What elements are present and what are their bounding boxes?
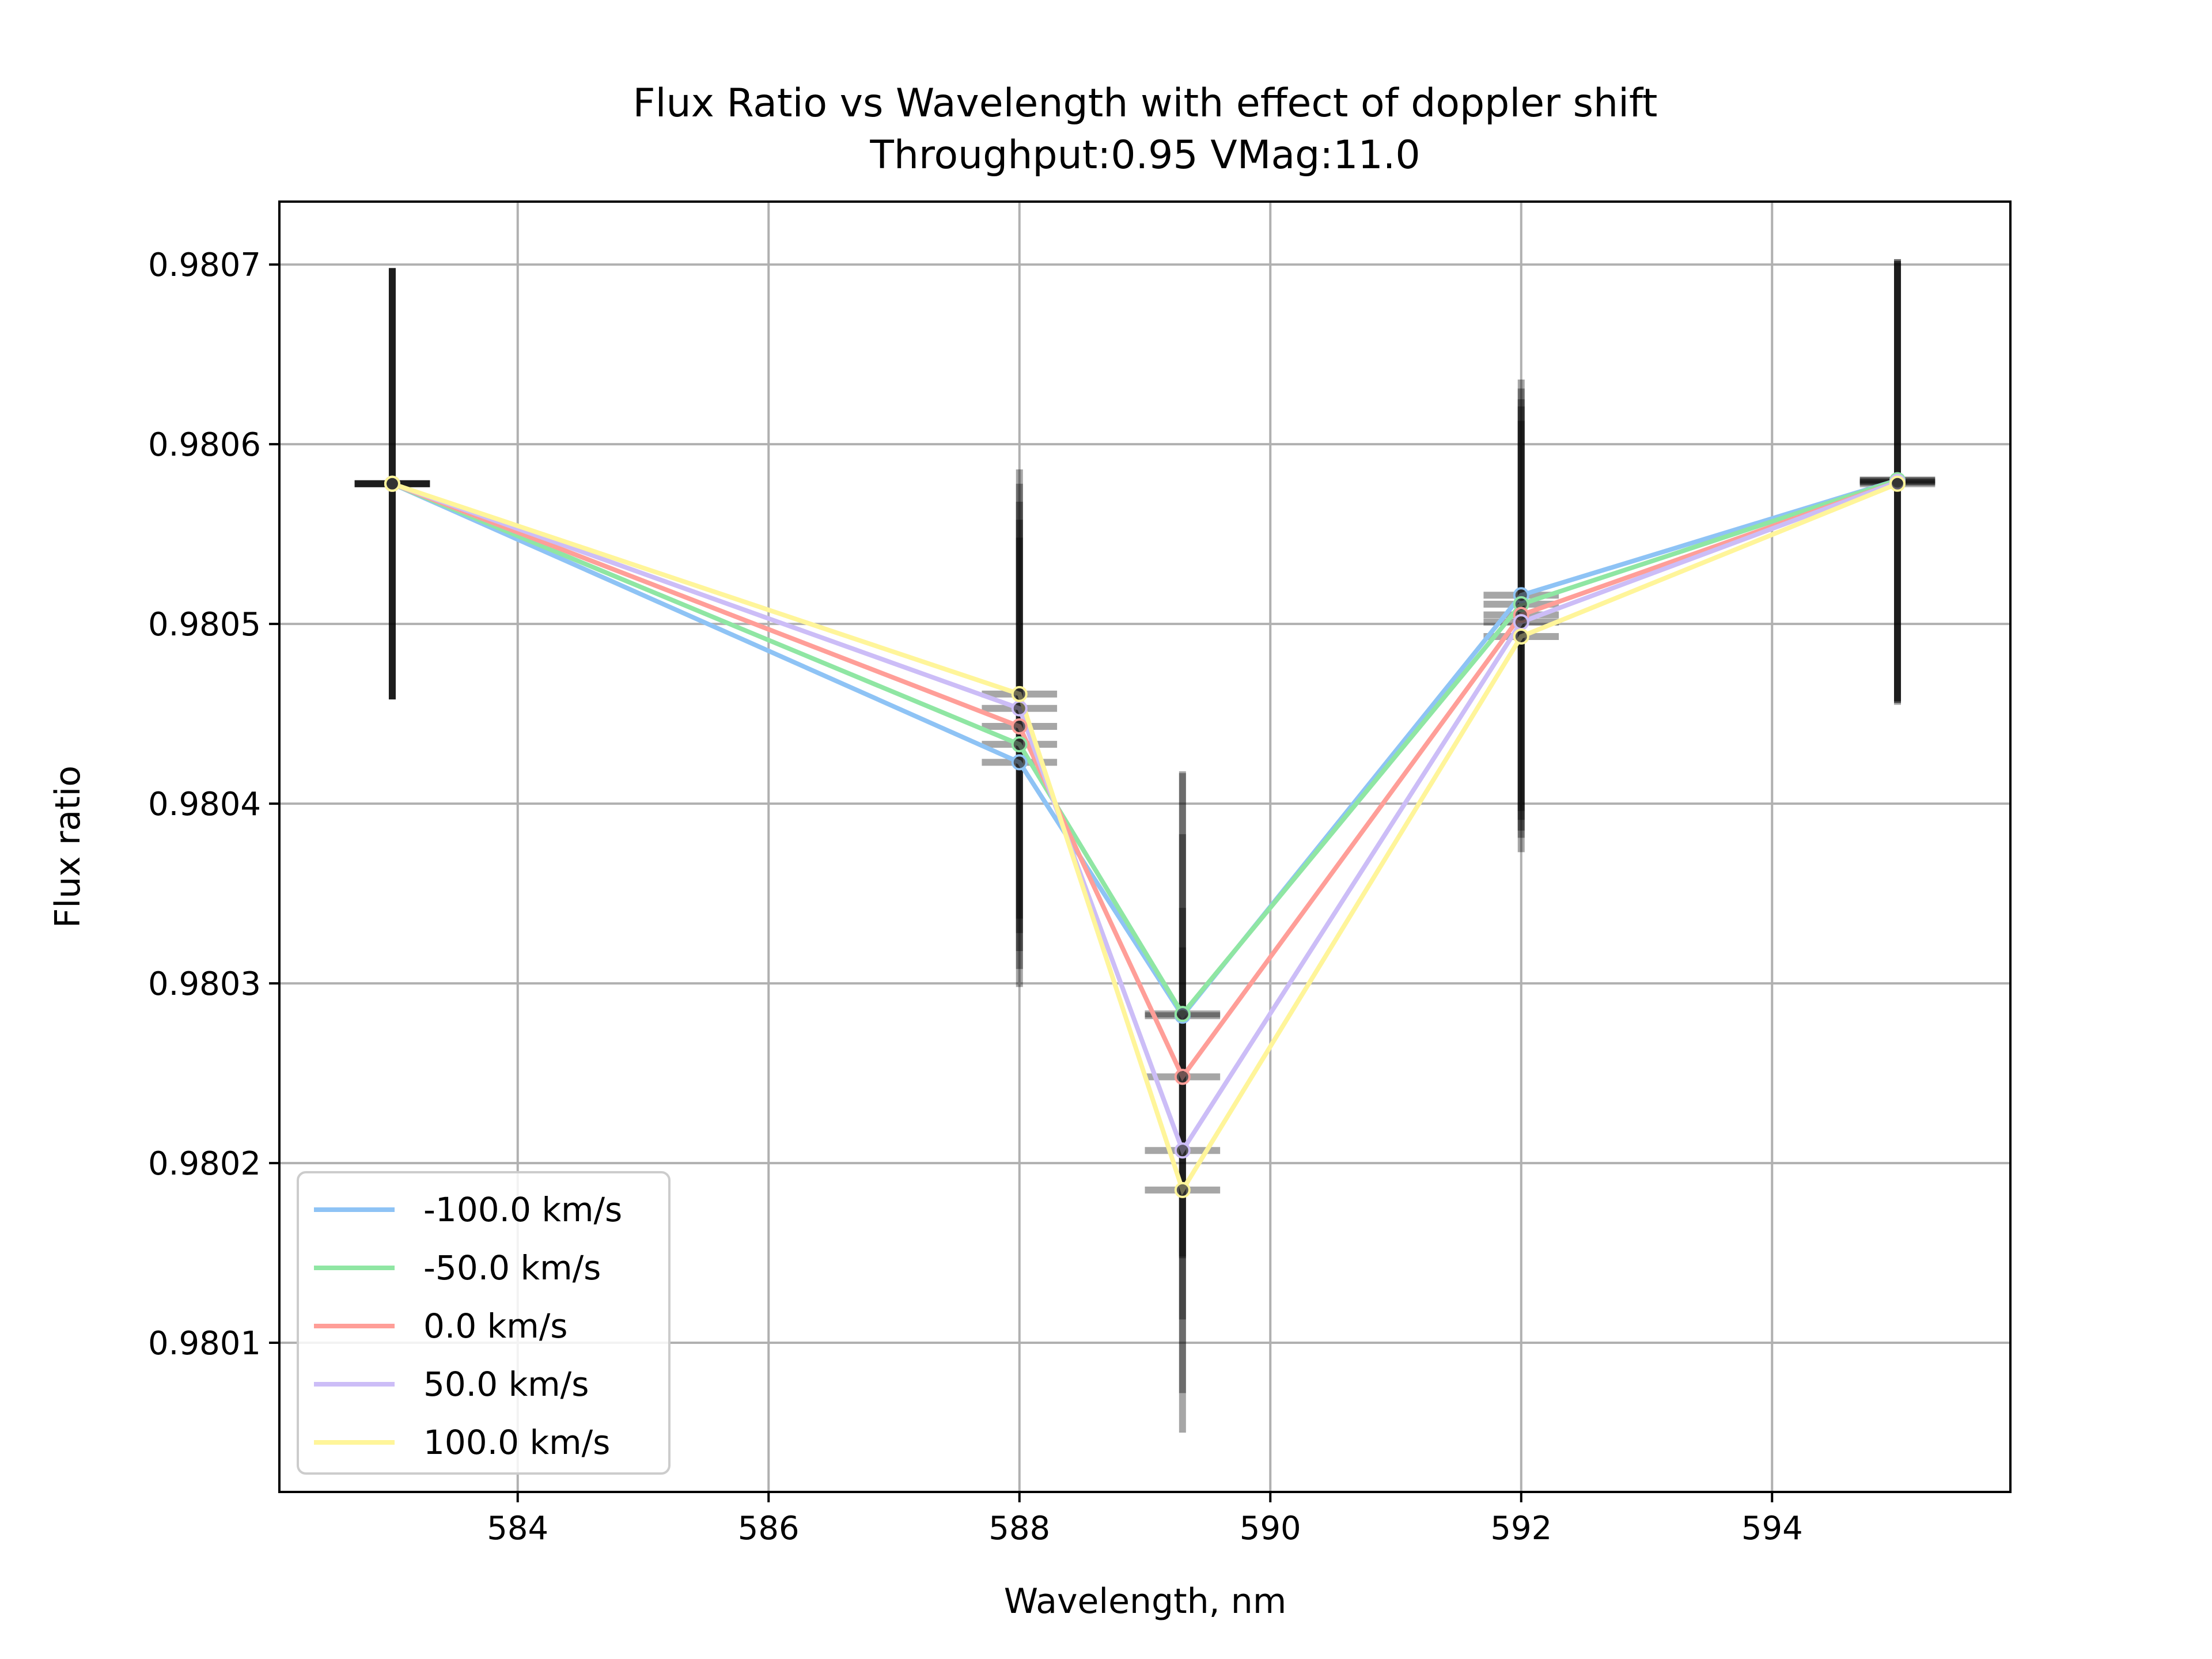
y-tick-label: 0.9804 bbox=[148, 786, 261, 823]
x-axis-label: Wavelength, nm bbox=[1004, 1581, 1287, 1622]
y-tick-label: 0.9806 bbox=[148, 426, 261, 464]
chart-title: Flux Ratio vs Wavelength with effect of … bbox=[633, 81, 1658, 126]
plot-frame bbox=[278, 200, 2012, 1493]
y-tick-label: 0.9802 bbox=[148, 1145, 261, 1183]
x-tick-label: 590 bbox=[1240, 1510, 1301, 1547]
data-point bbox=[1011, 718, 1028, 734]
data-point bbox=[1174, 1181, 1191, 1198]
y-tick-label: 0.9805 bbox=[148, 606, 261, 643]
data-point bbox=[1889, 475, 1906, 492]
x-tick-label: 584 bbox=[487, 1510, 548, 1547]
legend-label: -100.0 km/s bbox=[423, 1190, 622, 1229]
x-tick-label: 586 bbox=[738, 1510, 800, 1547]
y-tick-label: 0.9801 bbox=[148, 1325, 261, 1362]
data-point bbox=[1174, 1006, 1191, 1022]
y-axis-ticks: 0.9801 0.9802 0.9803 0.9804 0.9805 0.9806 0.98… bbox=[148, 247, 279, 1362]
data-point bbox=[1174, 1069, 1191, 1085]
data-point bbox=[1513, 614, 1529, 631]
data-point bbox=[1011, 700, 1028, 717]
data-points bbox=[384, 472, 1906, 1198]
chart-subtitle: Throughput:0.95 VMag:11.0 bbox=[869, 132, 1420, 178]
legend-box bbox=[297, 1171, 671, 1475]
x-tick-label: 592 bbox=[1490, 1510, 1552, 1547]
data-point bbox=[384, 475, 400, 492]
data-point bbox=[1513, 628, 1529, 645]
y-axis-label: Flux ratio bbox=[48, 766, 88, 928]
x-tick-label: 594 bbox=[1741, 1510, 1803, 1547]
x-axis-ticks: 584 586 588 590 592 594 bbox=[487, 1492, 1803, 1547]
grid bbox=[279, 202, 2010, 1492]
data-point bbox=[1011, 736, 1028, 753]
y-tick-label: 0.9803 bbox=[148, 965, 261, 1003]
legend-label: 100.0 km/s bbox=[423, 1423, 610, 1462]
legend-label: 0.0 km/s bbox=[423, 1306, 568, 1346]
data-point bbox=[1174, 1142, 1191, 1159]
legend-label: 50.0 km/s bbox=[423, 1365, 589, 1404]
y-tick-label: 0.9807 bbox=[148, 247, 261, 284]
x-tick-label: 588 bbox=[988, 1510, 1050, 1547]
legend-label: -50.0 km/s bbox=[423, 1248, 601, 1287]
data-point bbox=[1011, 685, 1028, 702]
legend: -100.0 km/s -50.0 km/s 0.0 km/s 50.0 km/s 10… bbox=[297, 1171, 671, 1475]
data-point bbox=[1011, 754, 1028, 771]
